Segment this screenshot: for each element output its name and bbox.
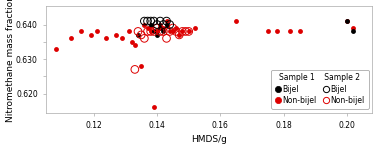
Point [192,27,198,29]
Point [144,30,150,33]
Point [144,27,150,29]
Point [151,106,157,109]
Point [173,27,179,29]
Point [119,37,125,40]
Point [132,44,138,46]
Point [144,20,150,22]
Point [78,30,84,33]
Point [170,30,176,33]
Point [148,20,154,22]
Point [157,30,163,33]
Point [148,30,154,33]
Point [154,30,160,33]
Point [183,30,189,33]
Point [68,37,74,40]
Point [297,30,303,33]
Point [176,34,182,36]
Point [157,27,163,29]
Legend: Bijel, Non-bijel, Bijel, Non-bijel: Bijel, Non-bijel, Bijel, Non-bijel [271,69,369,109]
Point [164,23,170,26]
Point [125,30,132,33]
Point [160,30,166,33]
Point [151,30,157,33]
Point [148,23,154,26]
Point [170,27,176,29]
Point [138,34,144,36]
Point [164,37,170,40]
Point [274,30,280,33]
Point [167,30,173,33]
Point [176,34,182,36]
Point [350,30,356,33]
X-axis label: HMDS/g: HMDS/g [191,135,227,144]
Point [160,23,166,26]
Point [154,34,160,36]
Point [164,20,170,22]
Point [87,34,93,36]
Point [132,68,138,71]
Point [186,30,192,33]
Point [350,27,356,29]
Y-axis label: Nitromethane mass fraction: Nitromethane mass fraction [6,0,15,123]
Point [129,41,135,43]
Point [148,30,154,33]
Point [154,23,160,26]
Point [138,65,144,67]
Point [151,20,157,22]
Point [157,23,163,26]
Point [141,20,147,22]
Point [233,20,239,22]
Point [135,30,141,33]
Point [186,30,192,33]
Point [113,34,119,36]
Point [103,37,109,40]
Point [179,30,185,33]
Point [151,30,157,33]
Point [344,20,350,22]
Point [141,37,147,40]
Point [265,30,271,33]
Point [94,30,100,33]
Point [167,23,173,26]
Point [179,30,185,33]
Point [344,20,350,22]
Point [164,20,170,22]
Point [157,20,163,22]
Point [135,34,141,36]
Point [154,27,160,29]
Point [53,48,59,50]
Point [160,27,166,29]
Point [141,23,147,26]
Point [160,30,166,33]
Point [167,30,173,33]
Point [287,30,293,33]
Point [173,30,179,33]
